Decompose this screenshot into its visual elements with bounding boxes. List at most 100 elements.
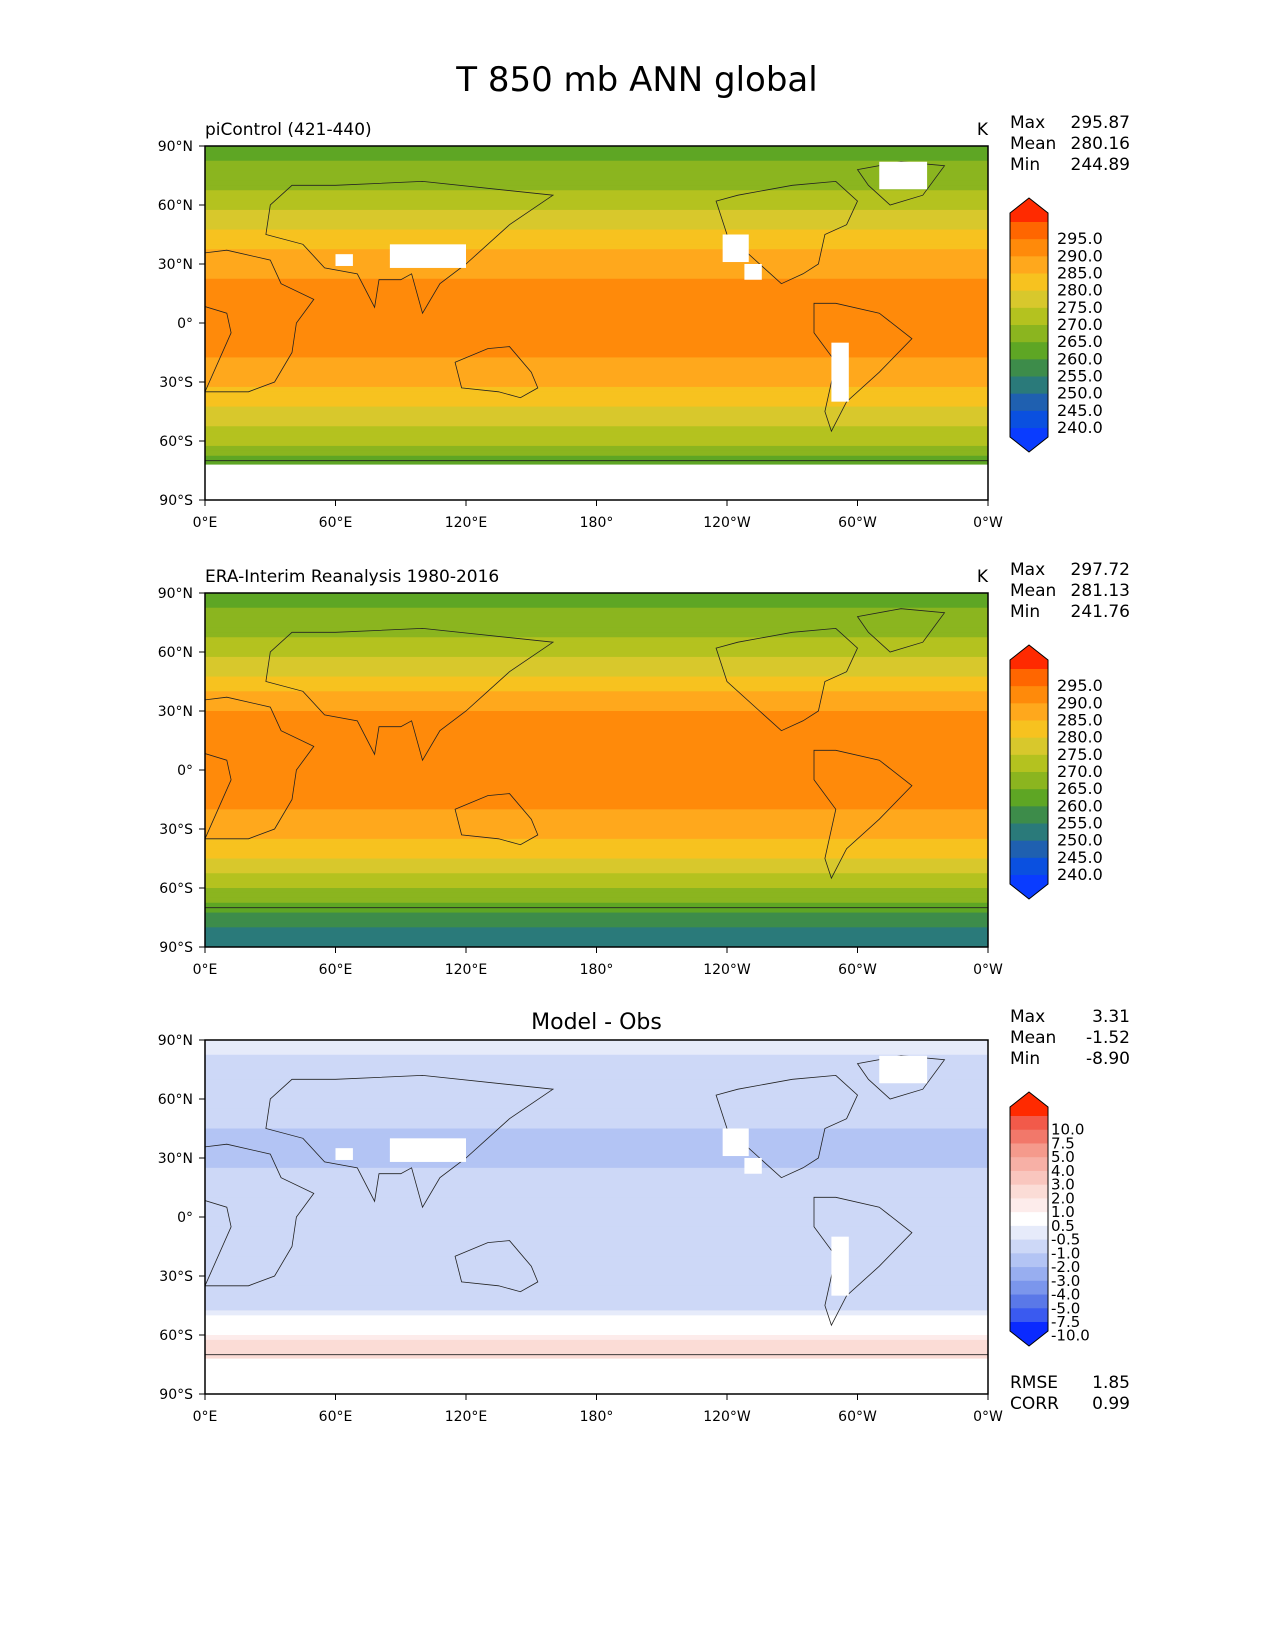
lat-band — [205, 318, 988, 324]
y-tick-label: 90°N — [158, 139, 193, 155]
colorbar-tick-label: 250.0 — [1057, 831, 1103, 850]
colorbar-segment — [1010, 376, 1048, 395]
colorbar-segment — [1010, 1116, 1048, 1131]
x-tick-label: 180° — [580, 515, 614, 531]
colorbar-segment — [1010, 1280, 1048, 1296]
lat-band — [205, 1182, 988, 1189]
lat-band — [205, 892, 988, 899]
coastline — [205, 1143, 315, 1287]
stat-label-min: Min — [1010, 602, 1040, 622]
lat-band — [205, 352, 988, 359]
lat-band — [205, 1271, 988, 1277]
lat-band — [205, 656, 988, 663]
lat-band — [205, 445, 988, 452]
colorbar-tick-label: 280.0 — [1057, 728, 1103, 747]
lat-band — [205, 824, 988, 830]
lat-band — [205, 170, 988, 177]
lat-band — [205, 897, 988, 904]
coastline — [205, 249, 315, 393]
lat-band — [205, 1133, 988, 1139]
colorbar-segment — [1010, 720, 1048, 739]
lat-band — [205, 597, 988, 604]
lat-band — [205, 323, 988, 329]
lat-band — [205, 278, 988, 285]
lat-band — [205, 382, 988, 388]
lat-band — [205, 367, 988, 373]
lat-band — [205, 268, 988, 275]
lat-band — [205, 1310, 988, 1316]
colorbar-tick-label: 270.0 — [1057, 762, 1103, 781]
y-tick-label: 0° — [177, 316, 193, 332]
colorbar-tick-label: 5.0 — [1051, 1148, 1075, 1166]
lat-band — [205, 819, 988, 825]
missing-region — [335, 1148, 353, 1160]
lat-band — [205, 229, 988, 236]
lat-band — [205, 1128, 988, 1135]
y-tick-label: 90°S — [159, 940, 193, 956]
field-layer — [205, 146, 988, 500]
x-tick-label: 0°W — [973, 515, 1003, 531]
colorbar-tick-label: 240.0 — [1057, 418, 1103, 437]
colorbar-tick-label: -7.5 — [1051, 1313, 1080, 1331]
lat-band — [205, 676, 988, 683]
coastline — [454, 1240, 539, 1293]
lat-band — [205, 730, 988, 737]
lat-band — [205, 1246, 988, 1253]
lat-band — [205, 1059, 988, 1066]
lat-band — [205, 725, 988, 732]
lat-band — [205, 1177, 988, 1184]
colorbar-segment — [1010, 1184, 1048, 1199]
colorbar-extend-top — [1010, 645, 1048, 669]
colorbar-tick-label: 260.0 — [1057, 349, 1103, 368]
lat-band — [205, 794, 988, 801]
y-tick-label: 60°S — [159, 881, 193, 897]
lat-band — [205, 1290, 988, 1297]
stat-label-mean: Mean — [1010, 1028, 1056, 1048]
lat-band — [205, 1153, 988, 1159]
coastline — [813, 1196, 913, 1327]
lat-band — [205, 337, 988, 344]
lat-band — [205, 219, 988, 226]
colorbar-tick-label: 4.0 — [1051, 1162, 1075, 1180]
colorbar-tick-label: 275.0 — [1057, 298, 1103, 317]
colorbar-segment — [1010, 1294, 1048, 1309]
lat-band — [205, 401, 988, 408]
lat-band — [205, 686, 988, 692]
colorbar-tick-label: 280.0 — [1057, 281, 1103, 300]
colorbar-extend-top — [1010, 198, 1048, 222]
y-tick-label: 30°S — [159, 1269, 193, 1285]
lat-band — [205, 774, 988, 781]
x-tick-label: 0°E — [193, 515, 218, 531]
lat-band — [205, 942, 988, 947]
lat-band — [205, 927, 988, 933]
lat-band — [205, 234, 988, 241]
stat-value-min: 241.76 — [1071, 602, 1130, 622]
colorbar-tick-label: -4.0 — [1051, 1286, 1080, 1304]
colorbar-tick-label: 0.5 — [1051, 1217, 1075, 1235]
colorbar-tick-label: 260.0 — [1057, 796, 1103, 815]
colorbar-tick-label: -5.0 — [1051, 1299, 1080, 1317]
lat-band — [205, 180, 988, 186]
y-tick-label: 0° — [177, 763, 193, 779]
y-tick-label: 30°N — [158, 1151, 193, 1167]
stat-label-max: Max — [1010, 560, 1045, 580]
lat-band — [205, 1202, 988, 1208]
lat-band — [205, 155, 988, 162]
colorbar-segment — [1010, 1143, 1048, 1158]
lat-band — [205, 273, 988, 280]
colorbar-tick-label: -10.0 — [1051, 1327, 1090, 1345]
colorbar-segment — [1010, 806, 1048, 824]
lat-band — [205, 829, 988, 835]
lat-band — [205, 652, 988, 658]
x-tick-label: 60°W — [838, 962, 877, 978]
coastline — [856, 161, 946, 206]
colorbar-tick-label: 240.0 — [1057, 865, 1103, 884]
colorbar-segment — [1010, 1198, 1048, 1213]
colorbar-segment — [1010, 1267, 1048, 1282]
y-tick-label: 60°S — [159, 1328, 193, 1344]
lat-band — [205, 327, 988, 334]
lat-band — [205, 165, 988, 172]
colorbar-tick-label: -0.5 — [1051, 1231, 1080, 1249]
lat-band — [205, 259, 988, 265]
